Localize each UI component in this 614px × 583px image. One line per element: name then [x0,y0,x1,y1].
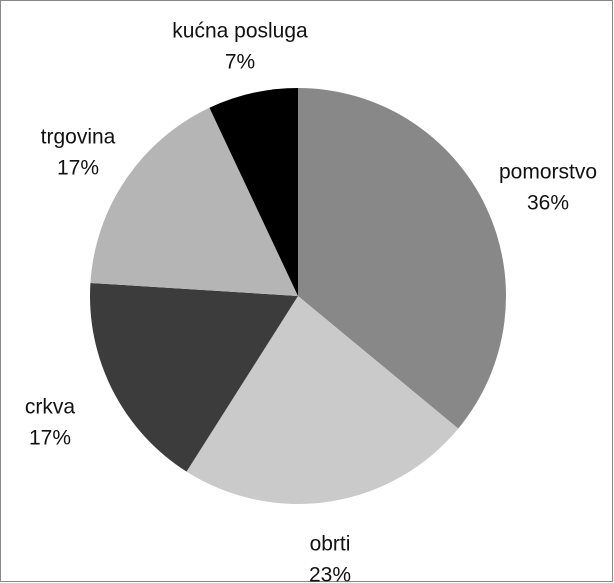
pie-slice [186,296,459,504]
slice-label: pomorstvo [499,161,597,184]
slice-value: 36% [527,192,569,215]
pie-slice [298,88,507,429]
slice-label: crkva [25,396,75,419]
slice-value: 17% [57,157,99,180]
slice-label: trgovina [41,126,116,149]
pie-slice [90,107,299,296]
slice-label: kućna posluga [172,20,308,43]
slice-value: 7% [225,51,255,74]
slice-label: obrti [310,533,351,556]
slice-value: 23% [309,564,351,583]
slice-value: 17% [29,427,71,450]
pie-slice [209,88,298,296]
pie-slice [90,282,299,472]
